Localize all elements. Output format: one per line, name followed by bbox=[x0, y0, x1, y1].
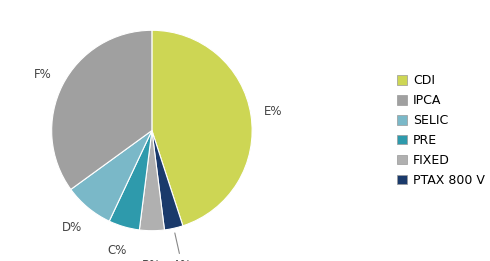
Text: C%: C% bbox=[107, 244, 126, 257]
Text: A%: A% bbox=[172, 233, 192, 261]
Wedge shape bbox=[152, 130, 183, 230]
Text: E%: E% bbox=[264, 105, 282, 118]
Text: D%: D% bbox=[62, 221, 82, 234]
Wedge shape bbox=[51, 30, 152, 189]
Wedge shape bbox=[152, 30, 252, 226]
Text: F%: F% bbox=[34, 68, 52, 81]
Wedge shape bbox=[109, 130, 152, 230]
Wedge shape bbox=[71, 130, 152, 221]
Wedge shape bbox=[139, 130, 165, 231]
Legend: CDI, IPCA, SELIC, PRE, FIXED, PTAX 800 V: CDI, IPCA, SELIC, PRE, FIXED, PTAX 800 V bbox=[397, 74, 485, 187]
Text: B%: B% bbox=[142, 259, 162, 261]
